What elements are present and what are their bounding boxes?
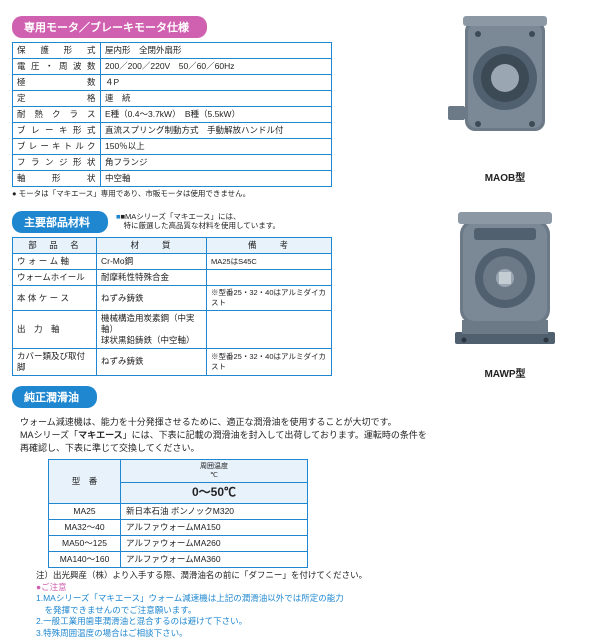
oil-model: MA25 [49, 503, 121, 519]
spec-value: 屋内形 全閉外扇形 [101, 43, 332, 59]
parts-table: 部 品 名材 質備 考ウ ォ ー ム 軸Cr-Mo鋼MA25はS45C ウォームホ… [12, 237, 332, 376]
part-name: ウォームホイール [13, 270, 97, 286]
oil-head-model: 型 番 [49, 460, 121, 504]
oil-footnotes: 注）出光興産（株）より入手する際、潤滑油名の前に「ダフニー」を付けてください。 … [12, 570, 588, 639]
motor-spec-table: 保 護 形 式屋内形 全閉外扇形電圧・周波数200／200／220V 50／60… [12, 42, 332, 187]
spec-value: E種（0.4～3.7kW） B種（5.5kW） [101, 107, 332, 123]
spec-label: フランジ形状 [13, 155, 101, 171]
spec-label: 耐 熱 ク ラ ス [13, 107, 101, 123]
spec-label: 軸 形 状 [13, 171, 101, 187]
part-name: ウ ォ ー ム 軸 [13, 254, 97, 270]
part-note: MA25はS45C [207, 254, 332, 270]
spec-label: 保 護 形 式 [13, 43, 101, 59]
section-header-motor: 専用モータ／ブレーキモータ仕様 [12, 16, 207, 38]
oil-model: MA140～160 [49, 552, 121, 568]
part-material: ねずみ鋳鉄 [97, 286, 207, 311]
spec-value: 150％以上 [101, 139, 332, 155]
parts-header: 備 考 [207, 238, 332, 254]
oil-model: MA50～125 [49, 536, 121, 552]
oil-name: アルファウォームMA260 [121, 536, 308, 552]
part-name: カバー類及び取付脚 [13, 348, 97, 375]
product-image-maob: MAOB型 [420, 6, 590, 184]
part-name: 出 力 軸 [13, 310, 97, 348]
part-note: ※型番25・32・40はアルミダイカスト [207, 286, 332, 311]
spec-value: 200／200／220V 50／60／60Hz [101, 59, 332, 75]
product-label-mawp: MAWP型 [420, 365, 590, 380]
spec-label: ブレーキトルク [13, 139, 101, 155]
part-material: 耐摩耗性特殊合金 [97, 270, 207, 286]
spec-label: 極 数 [13, 75, 101, 91]
oil-name: 新日本石油 ボンノックM320 [121, 503, 308, 519]
gearbox-maob-illustration [430, 6, 580, 166]
part-note: ※型番25・32・40はアルミダイカスト [207, 348, 332, 375]
product-label-maob: MAOB型 [420, 169, 590, 184]
spec-value: 連 続 [101, 91, 332, 107]
oil-name: アルファウォームMA150 [121, 520, 308, 536]
parts-header: 材 質 [97, 238, 207, 254]
part-material: ねずみ鋳鉄 [97, 348, 207, 375]
part-material: Cr-Mo鋼 [97, 254, 207, 270]
spec-label: 定 格 [13, 91, 101, 107]
oil-table: 型 番周囲温度 ℃0～50℃MA25新日本石油 ボンノックM320MA32～40… [48, 459, 308, 568]
parts-side-note: ■■MAシリーズ「マキエース」には、 特に厳選した高品質な材料を使用しています。 [116, 212, 280, 230]
gearbox-mawp-illustration [430, 192, 580, 362]
oil-temp-range: 0～50℃ [121, 483, 308, 504]
part-note [207, 310, 332, 348]
oil-name: アルファウォームMA360 [121, 552, 308, 568]
part-name: 本 体 ケ ー ス [13, 286, 97, 311]
parts-header: 部 品 名 [13, 238, 97, 254]
spec-label: 電圧・周波数 [13, 59, 101, 75]
section-header-parts: 主要部品材料 [12, 211, 108, 233]
section-header-oil: 純正潤滑油 [12, 386, 97, 408]
oil-head-temp: 周囲温度 ℃ [121, 460, 308, 483]
part-material: 機械構造用炭素鋼（中実軸） 球状黒鉛鋳鉄（中空軸） [97, 310, 207, 348]
spec-value: 直流スプリング制動方式 手動解放ハンドル付 [101, 123, 332, 139]
spec-label: ブレーキ形式 [13, 123, 101, 139]
oil-intro-text: ウォーム減速機は、能力を十分発揮させるために、適正な潤滑油を使用することが大切で… [20, 416, 588, 455]
part-note [207, 270, 332, 286]
spec-value: ４P [101, 75, 332, 91]
spec-value: 中空軸 [101, 171, 332, 187]
oil-model: MA32～40 [49, 520, 121, 536]
product-image-mawp: MAWP型 [420, 192, 590, 380]
spec-value: 角フランジ [101, 155, 332, 171]
